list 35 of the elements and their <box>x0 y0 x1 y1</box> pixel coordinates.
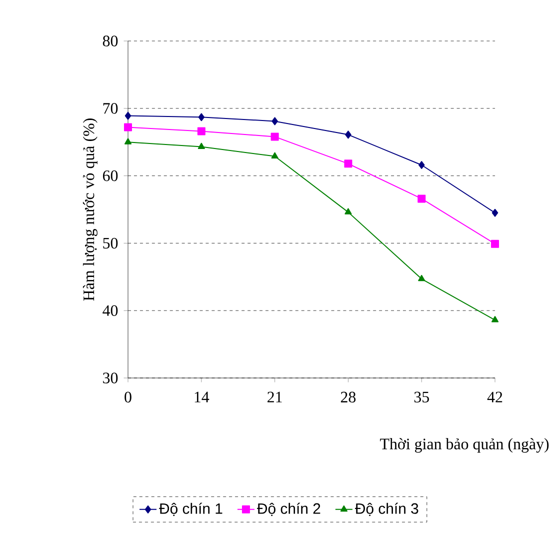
point <box>418 194 426 203</box>
point <box>198 142 205 150</box>
point <box>270 132 279 141</box>
point <box>124 112 132 120</box>
legend-label: Độ chín 3 <box>355 502 418 516</box>
point <box>124 123 132 132</box>
y-tick-label: 80 <box>102 36 118 46</box>
point <box>272 117 278 126</box>
point <box>491 316 499 322</box>
point <box>345 130 352 139</box>
x-tick-label: 0 <box>124 392 132 403</box>
y-tick-label: 30 <box>103 372 118 384</box>
x-tick-label: 35 <box>414 392 429 402</box>
x-tick-label: 28 <box>340 392 356 403</box>
point <box>271 152 278 158</box>
x-tick-label: 14 <box>194 392 210 402</box>
point <box>124 138 132 144</box>
point <box>418 161 425 170</box>
point <box>198 113 205 122</box>
x-tick-label: 21 <box>268 392 282 402</box>
y-tick-label: 70 <box>103 103 118 114</box>
point <box>344 208 352 214</box>
point <box>491 240 500 248</box>
x-tick-label: 42 <box>487 392 502 402</box>
legend-label: Độ chín 2 <box>257 502 320 516</box>
legend-label: Độ chín 1 <box>159 502 222 516</box>
point <box>492 208 498 217</box>
y-tick-label: 40 <box>102 305 118 316</box>
point <box>197 127 206 136</box>
y-tick-label: 60 <box>102 170 118 182</box>
point <box>418 274 426 282</box>
point <box>344 160 352 168</box>
y-axis-title: Hàm lượng nước vỏ quả (%) <box>82 118 98 301</box>
y-tick-label: 50 <box>103 238 118 249</box>
x-axis-title: Thời gian bảo quản (ngày) <box>380 438 549 453</box>
